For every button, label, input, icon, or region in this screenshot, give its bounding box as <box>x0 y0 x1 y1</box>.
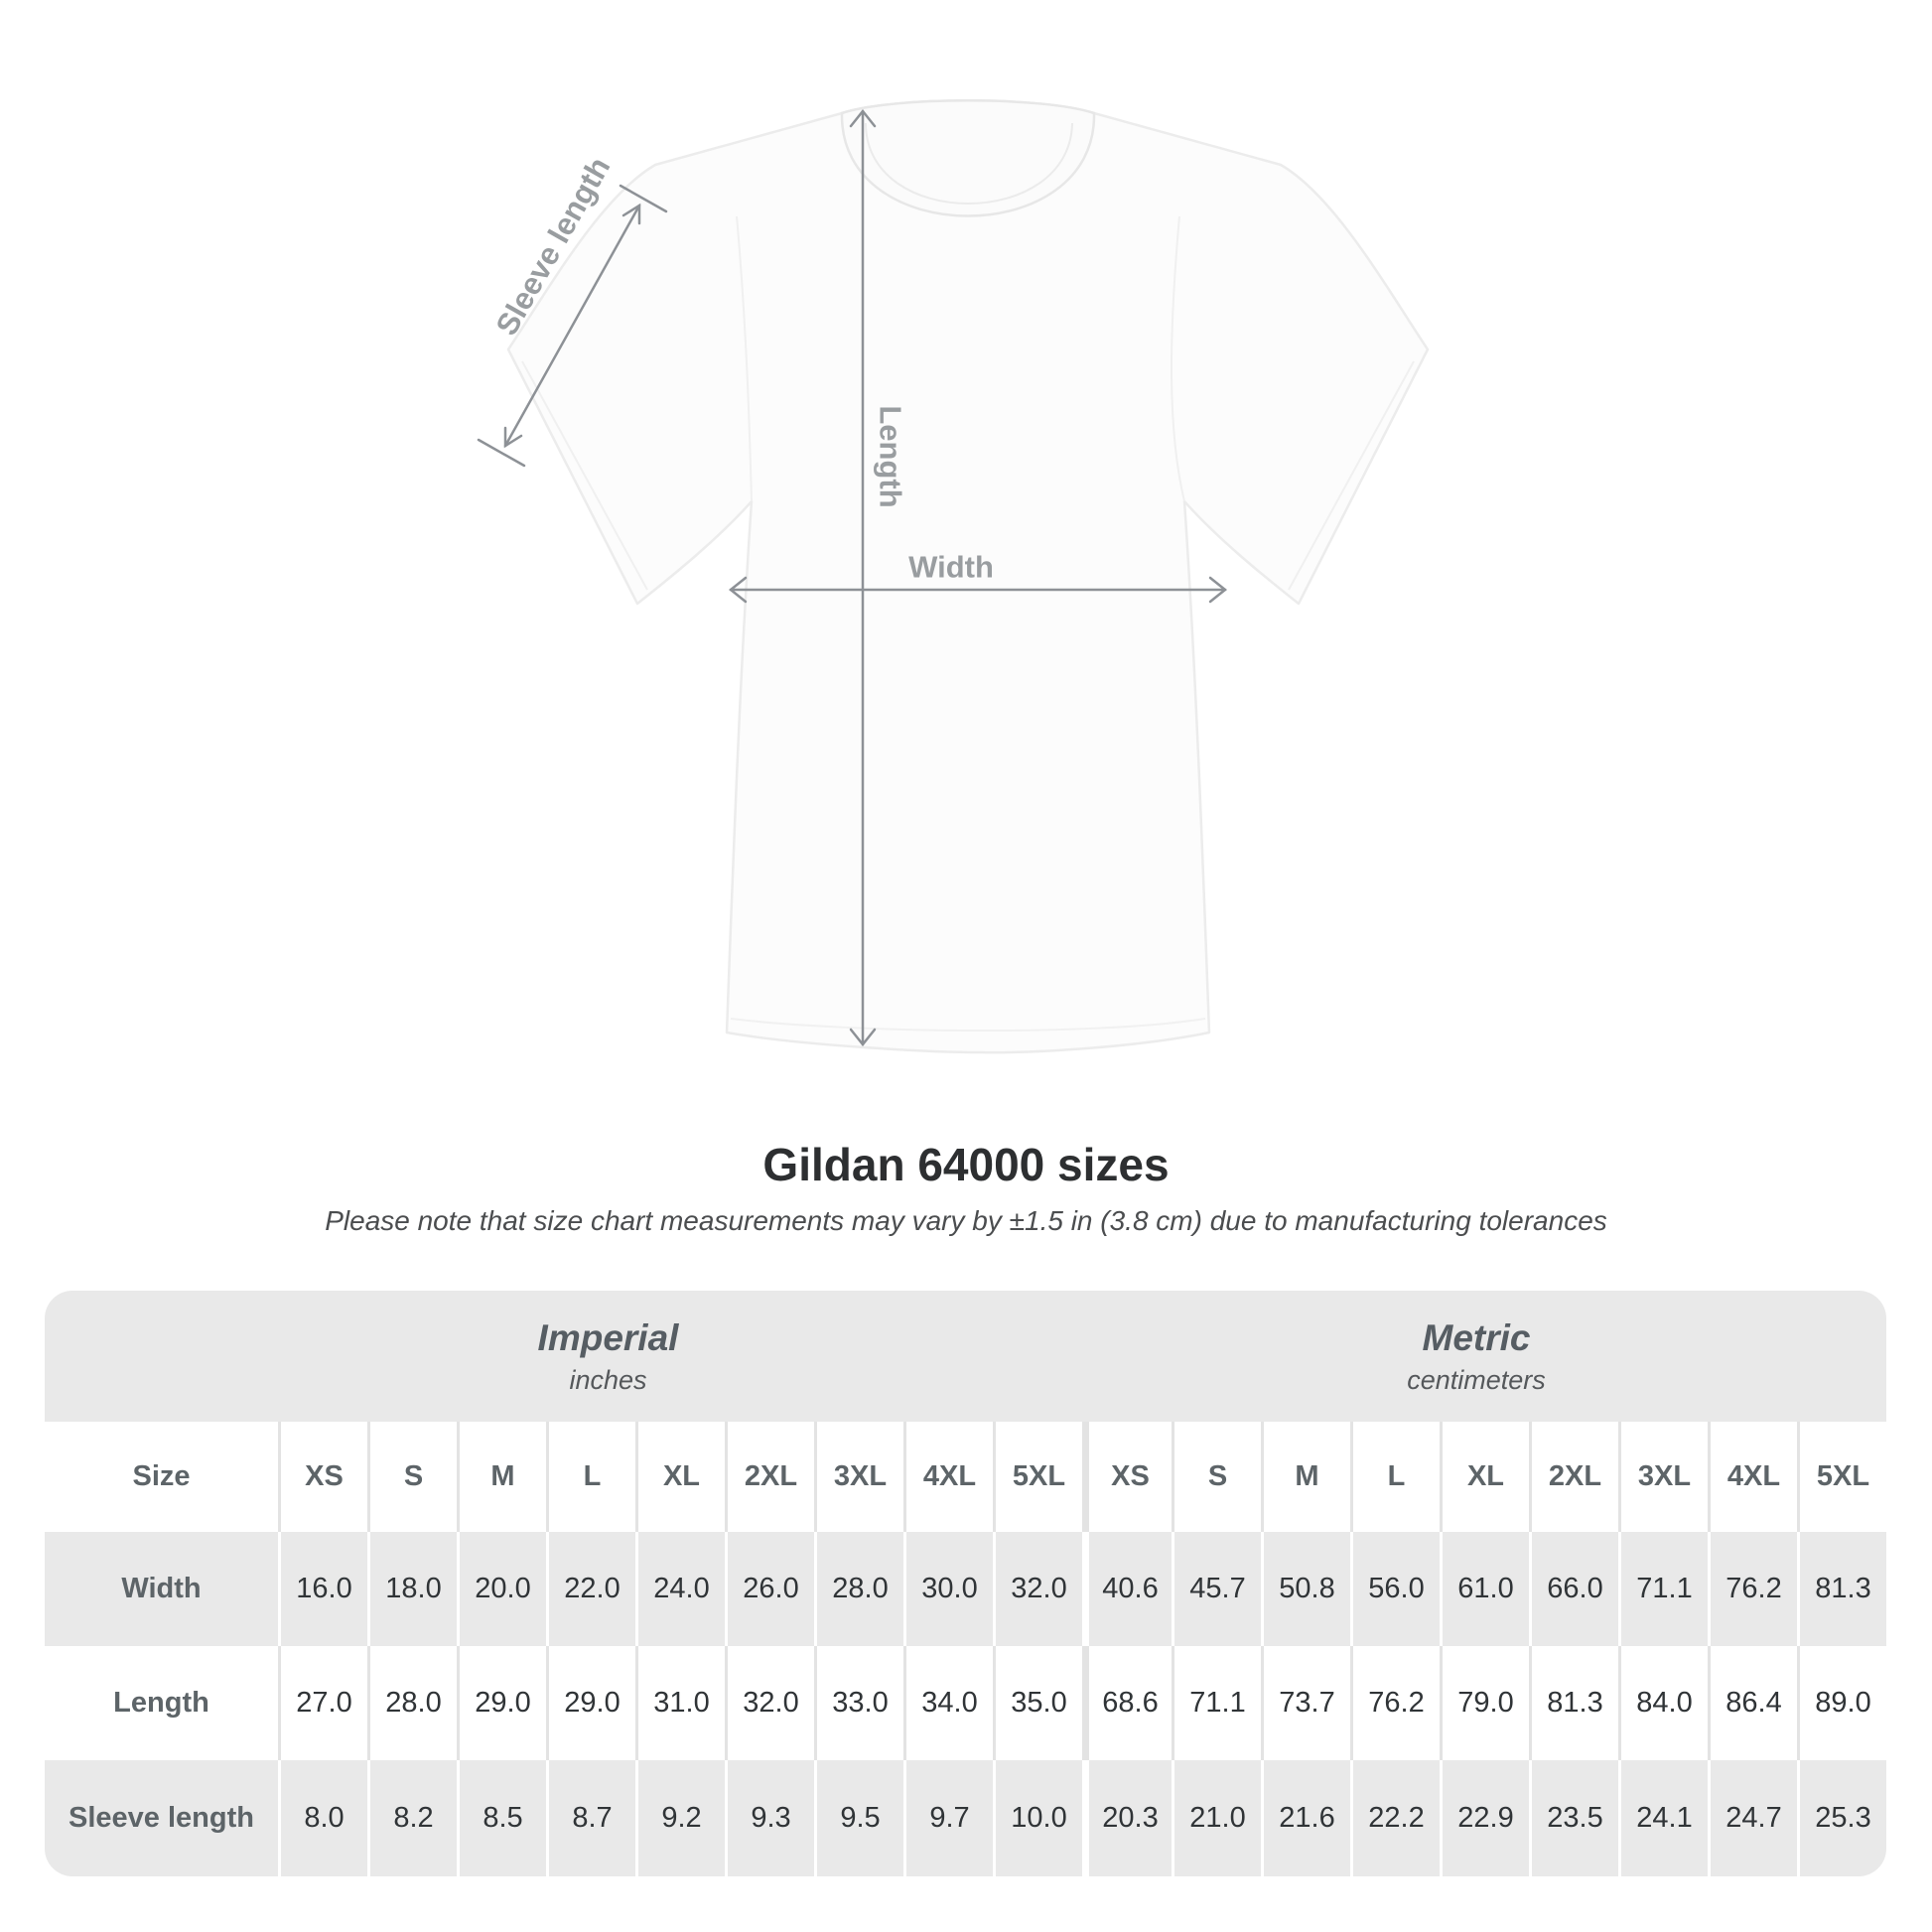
value-cell: 71.1 <box>1618 1532 1708 1646</box>
value-cell: 66.0 <box>1529 1532 1618 1646</box>
size-col-header: XL <box>635 1422 725 1532</box>
measurement-row: Length 27.0 28.0 29.0 29.0 31.0 32.0 33.0 34.0 35… <box>45 1646 1886 1760</box>
value-cell: 89.0 <box>1797 1646 1886 1760</box>
size-col-header: 3XL <box>1618 1422 1708 1532</box>
size-col-header: XS <box>1082 1422 1172 1532</box>
value-cell: 40.6 <box>1082 1532 1172 1646</box>
size-header-row: Size XS S M L XL 2XL 3XL 4XL 5XL XS S M L XL 2XL 3XL 4XL… <box>45 1422 1886 1532</box>
value-cell: 28.0 <box>367 1646 457 1760</box>
metric-label: Metric <box>1422 1316 1531 1358</box>
size-chart-table: Imperial inches Metric centimeters Size … <box>45 1291 1886 1876</box>
unit-group-header-row: Imperial inches Metric centimeters <box>45 1291 1886 1422</box>
value-cell: 9.3 <box>725 1760 814 1876</box>
measurement-row-label: Sleeve length <box>69 1802 254 1834</box>
value-cell: 16.0 <box>278 1532 367 1646</box>
size-col-header: 2XL <box>1529 1422 1618 1532</box>
size-col-header: 2XL <box>725 1422 814 1532</box>
size-col-header: L <box>546 1422 635 1532</box>
value-cell: 29.0 <box>546 1646 635 1760</box>
size-col-header: 5XL <box>993 1422 1082 1532</box>
value-cell: 28.0 <box>814 1532 903 1646</box>
size-col-header: M <box>1261 1422 1350 1532</box>
measurement-row: Sleeve length 8.0 8.2 8.5 8.7 9.2 9.3 9.5 9.7 10.… <box>45 1760 1886 1876</box>
value-cell: 21.6 <box>1261 1760 1350 1876</box>
value-cell: 29.0 <box>457 1646 546 1760</box>
value-cell: 32.0 <box>993 1532 1082 1646</box>
width-arrow <box>728 576 1228 604</box>
tolerance-note: Please note that size chart measurements… <box>325 1205 1607 1236</box>
value-cell: 21.0 <box>1172 1760 1261 1876</box>
value-cell: 31.0 <box>635 1646 725 1760</box>
imperial-unit: inches <box>569 1364 647 1395</box>
value-cell: 24.0 <box>635 1532 725 1646</box>
value-cell: 9.5 <box>814 1760 903 1876</box>
value-cell: 76.2 <box>1708 1532 1797 1646</box>
size-col-header: 4XL <box>903 1422 993 1532</box>
value-cell: 71.1 <box>1172 1646 1261 1760</box>
value-cell: 34.0 <box>903 1646 993 1760</box>
value-cell: 61.0 <box>1440 1532 1529 1646</box>
measurement-row-label: Length <box>113 1687 209 1719</box>
value-cell: 22.9 <box>1440 1760 1529 1876</box>
value-cell: 45.7 <box>1172 1532 1261 1646</box>
value-cell: 32.0 <box>725 1646 814 1760</box>
size-col-header: S <box>1172 1422 1261 1532</box>
value-cell: 20.0 <box>457 1532 546 1646</box>
size-col-header: M <box>457 1422 546 1532</box>
size-col-header: XS <box>278 1422 367 1532</box>
value-cell: 20.3 <box>1082 1760 1172 1876</box>
size-col-header: S <box>367 1422 457 1532</box>
imperial-group-header: Imperial inches <box>89 1291 1127 1422</box>
measurement-row: Width 16.0 18.0 20.0 22.0 24.0 26.0 28.0 30.0 32.… <box>45 1532 1886 1646</box>
value-cell: 22.2 <box>1350 1760 1440 1876</box>
value-cell: 86.4 <box>1708 1646 1797 1760</box>
value-cell: 68.6 <box>1082 1646 1172 1760</box>
width-label: Width <box>908 550 994 585</box>
value-cell: 35.0 <box>993 1646 1082 1760</box>
size-corner-label: Size <box>132 1460 191 1492</box>
value-cell: 76.2 <box>1350 1646 1440 1760</box>
value-cell: 73.7 <box>1261 1646 1350 1760</box>
value-cell: 30.0 <box>903 1532 993 1646</box>
value-cell: 26.0 <box>725 1532 814 1646</box>
value-cell: 10.0 <box>993 1760 1082 1876</box>
value-cell: 18.0 <box>367 1532 457 1646</box>
size-col-header: L <box>1350 1422 1440 1532</box>
value-cell: 23.5 <box>1529 1760 1618 1876</box>
value-cell: 8.0 <box>278 1760 367 1876</box>
value-cell: 25.3 <box>1797 1760 1886 1876</box>
value-cell: 84.0 <box>1618 1646 1708 1760</box>
metric-group-header: Metric centimeters <box>1074 1291 1878 1422</box>
length-label: Length <box>874 405 908 507</box>
size-col-header: 3XL <box>814 1422 903 1532</box>
size-col-header: 4XL <box>1708 1422 1797 1532</box>
value-cell: 56.0 <box>1350 1532 1440 1646</box>
value-cell: 81.3 <box>1797 1532 1886 1646</box>
value-cell: 9.2 <box>635 1760 725 1876</box>
value-cell: 27.0 <box>278 1646 367 1760</box>
imperial-label: Imperial <box>537 1316 679 1358</box>
tshirt-illustration <box>506 99 1430 1054</box>
size-col-header: XL <box>1440 1422 1529 1532</box>
page-title: Gildan 64000 sizes <box>762 1139 1170 1190</box>
sleeve-length-arrow <box>477 184 668 468</box>
metric-unit: centimeters <box>1407 1364 1546 1395</box>
value-cell: 50.8 <box>1261 1532 1350 1646</box>
value-cell: 24.7 <box>1708 1760 1797 1876</box>
value-cell: 9.7 <box>903 1760 993 1876</box>
length-arrow <box>849 108 877 1047</box>
value-cell: 81.3 <box>1529 1646 1618 1760</box>
size-col-header: 5XL <box>1797 1422 1886 1532</box>
value-cell: 8.5 <box>457 1760 546 1876</box>
value-cell: 33.0 <box>814 1646 903 1760</box>
value-cell: 79.0 <box>1440 1646 1529 1760</box>
measurement-row-label: Width <box>121 1573 202 1604</box>
value-cell: 22.0 <box>546 1532 635 1646</box>
tshirt-measurement-diagram: Sleeve length Length Width <box>477 99 1430 1054</box>
value-cell: 24.1 <box>1618 1760 1708 1876</box>
value-cell: 8.2 <box>367 1760 457 1876</box>
value-cell: 8.7 <box>546 1760 635 1876</box>
